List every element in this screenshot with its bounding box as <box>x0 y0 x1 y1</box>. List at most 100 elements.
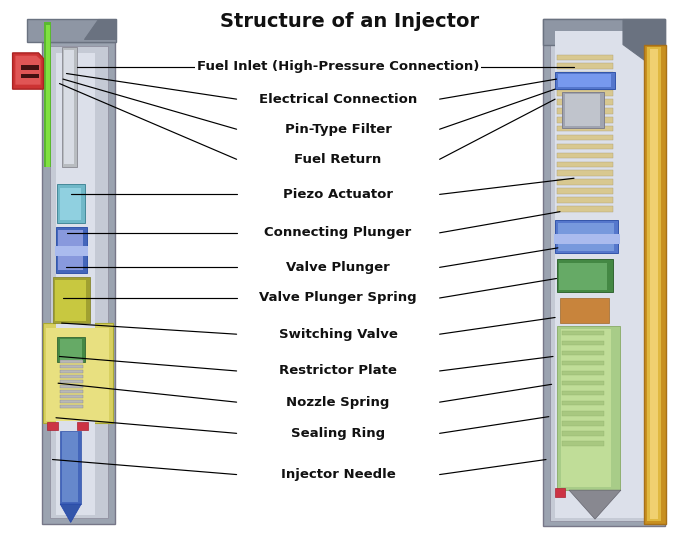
Bar <box>556 206 612 212</box>
Bar <box>60 370 83 373</box>
Bar <box>60 380 83 383</box>
Bar <box>561 329 611 487</box>
Text: Piezo Actuator: Piezo Actuator <box>283 188 393 201</box>
Bar <box>558 223 614 251</box>
Bar <box>558 74 611 87</box>
Bar <box>60 400 83 403</box>
Bar <box>46 328 109 421</box>
Bar <box>556 63 612 69</box>
Bar <box>542 19 665 526</box>
Bar <box>556 117 612 123</box>
Bar <box>62 47 77 167</box>
Bar <box>556 99 612 105</box>
Bar <box>47 422 58 430</box>
Bar <box>554 234 620 244</box>
Bar <box>556 188 612 194</box>
Bar <box>556 135 612 140</box>
Bar <box>46 25 50 167</box>
Bar <box>556 153 612 158</box>
Bar <box>60 365 83 368</box>
Bar <box>565 94 600 126</box>
Bar <box>57 337 85 362</box>
Bar <box>556 55 612 60</box>
Text: Nozzle Spring: Nozzle Spring <box>286 395 390 409</box>
Text: Valve Plunger: Valve Plunger <box>286 261 390 274</box>
Bar <box>650 49 658 519</box>
Bar <box>556 90 612 96</box>
Bar <box>50 46 108 518</box>
Bar <box>562 361 604 365</box>
Bar <box>55 280 86 321</box>
Bar <box>555 72 615 89</box>
Polygon shape <box>623 19 665 75</box>
Bar <box>60 339 82 360</box>
Bar <box>647 47 661 521</box>
Bar <box>55 246 88 256</box>
Bar <box>60 360 83 363</box>
Bar <box>43 323 113 423</box>
Bar <box>56 227 87 273</box>
Bar <box>60 390 83 393</box>
Bar <box>562 351 604 355</box>
Text: Switching Valve: Switching Valve <box>279 328 398 341</box>
Bar <box>556 144 612 149</box>
Text: Fuel Inlet (High-Pressure Connection): Fuel Inlet (High-Pressure Connection) <box>197 60 480 74</box>
Text: Connecting Plunger: Connecting Plunger <box>265 226 412 240</box>
Bar <box>559 263 607 290</box>
Bar <box>550 25 658 521</box>
Bar <box>21 74 38 78</box>
Bar <box>60 188 81 220</box>
Bar <box>52 277 90 323</box>
Bar <box>62 432 78 502</box>
Bar <box>57 184 85 223</box>
Text: Electrical Connection: Electrical Connection <box>259 92 417 106</box>
Bar <box>556 126 612 131</box>
Text: Fuel Return: Fuel Return <box>295 153 382 166</box>
Bar <box>556 81 612 87</box>
Bar <box>556 259 612 292</box>
Bar <box>58 230 83 270</box>
Bar <box>77 422 88 430</box>
Bar <box>21 65 38 70</box>
Bar <box>555 220 618 253</box>
Text: Structure of an Injector: Structure of an Injector <box>220 12 480 31</box>
Bar <box>562 411 604 416</box>
Bar <box>562 371 604 375</box>
Bar <box>562 391 604 395</box>
Bar <box>556 179 612 185</box>
Polygon shape <box>84 19 116 39</box>
Bar <box>560 298 609 323</box>
Bar <box>42 42 116 524</box>
Bar <box>555 488 565 497</box>
Polygon shape <box>15 56 41 85</box>
Bar <box>562 441 604 446</box>
Bar <box>556 72 612 78</box>
Polygon shape <box>569 490 621 519</box>
Bar <box>60 431 81 504</box>
Polygon shape <box>542 19 665 45</box>
Polygon shape <box>60 504 81 522</box>
Bar <box>562 421 604 426</box>
Bar <box>64 50 74 164</box>
Bar <box>556 326 620 490</box>
Bar <box>44 22 51 167</box>
Text: Injector Needle: Injector Needle <box>281 468 395 481</box>
Bar <box>562 401 604 405</box>
Polygon shape <box>13 53 43 89</box>
Bar <box>556 170 612 176</box>
Text: Sealing Ring: Sealing Ring <box>291 427 385 440</box>
Bar <box>556 108 612 114</box>
Bar <box>562 381 604 385</box>
Bar <box>562 431 604 436</box>
Bar <box>562 341 604 345</box>
Bar <box>644 45 666 524</box>
Bar <box>556 162 612 167</box>
Bar <box>555 31 650 518</box>
Bar <box>562 92 604 128</box>
Text: Restrictor Plate: Restrictor Plate <box>279 364 397 378</box>
Bar <box>556 197 612 203</box>
Bar <box>60 405 83 408</box>
Bar <box>56 53 94 515</box>
Bar <box>60 385 83 388</box>
Text: Pin-Type Filter: Pin-Type Filter <box>285 123 391 136</box>
